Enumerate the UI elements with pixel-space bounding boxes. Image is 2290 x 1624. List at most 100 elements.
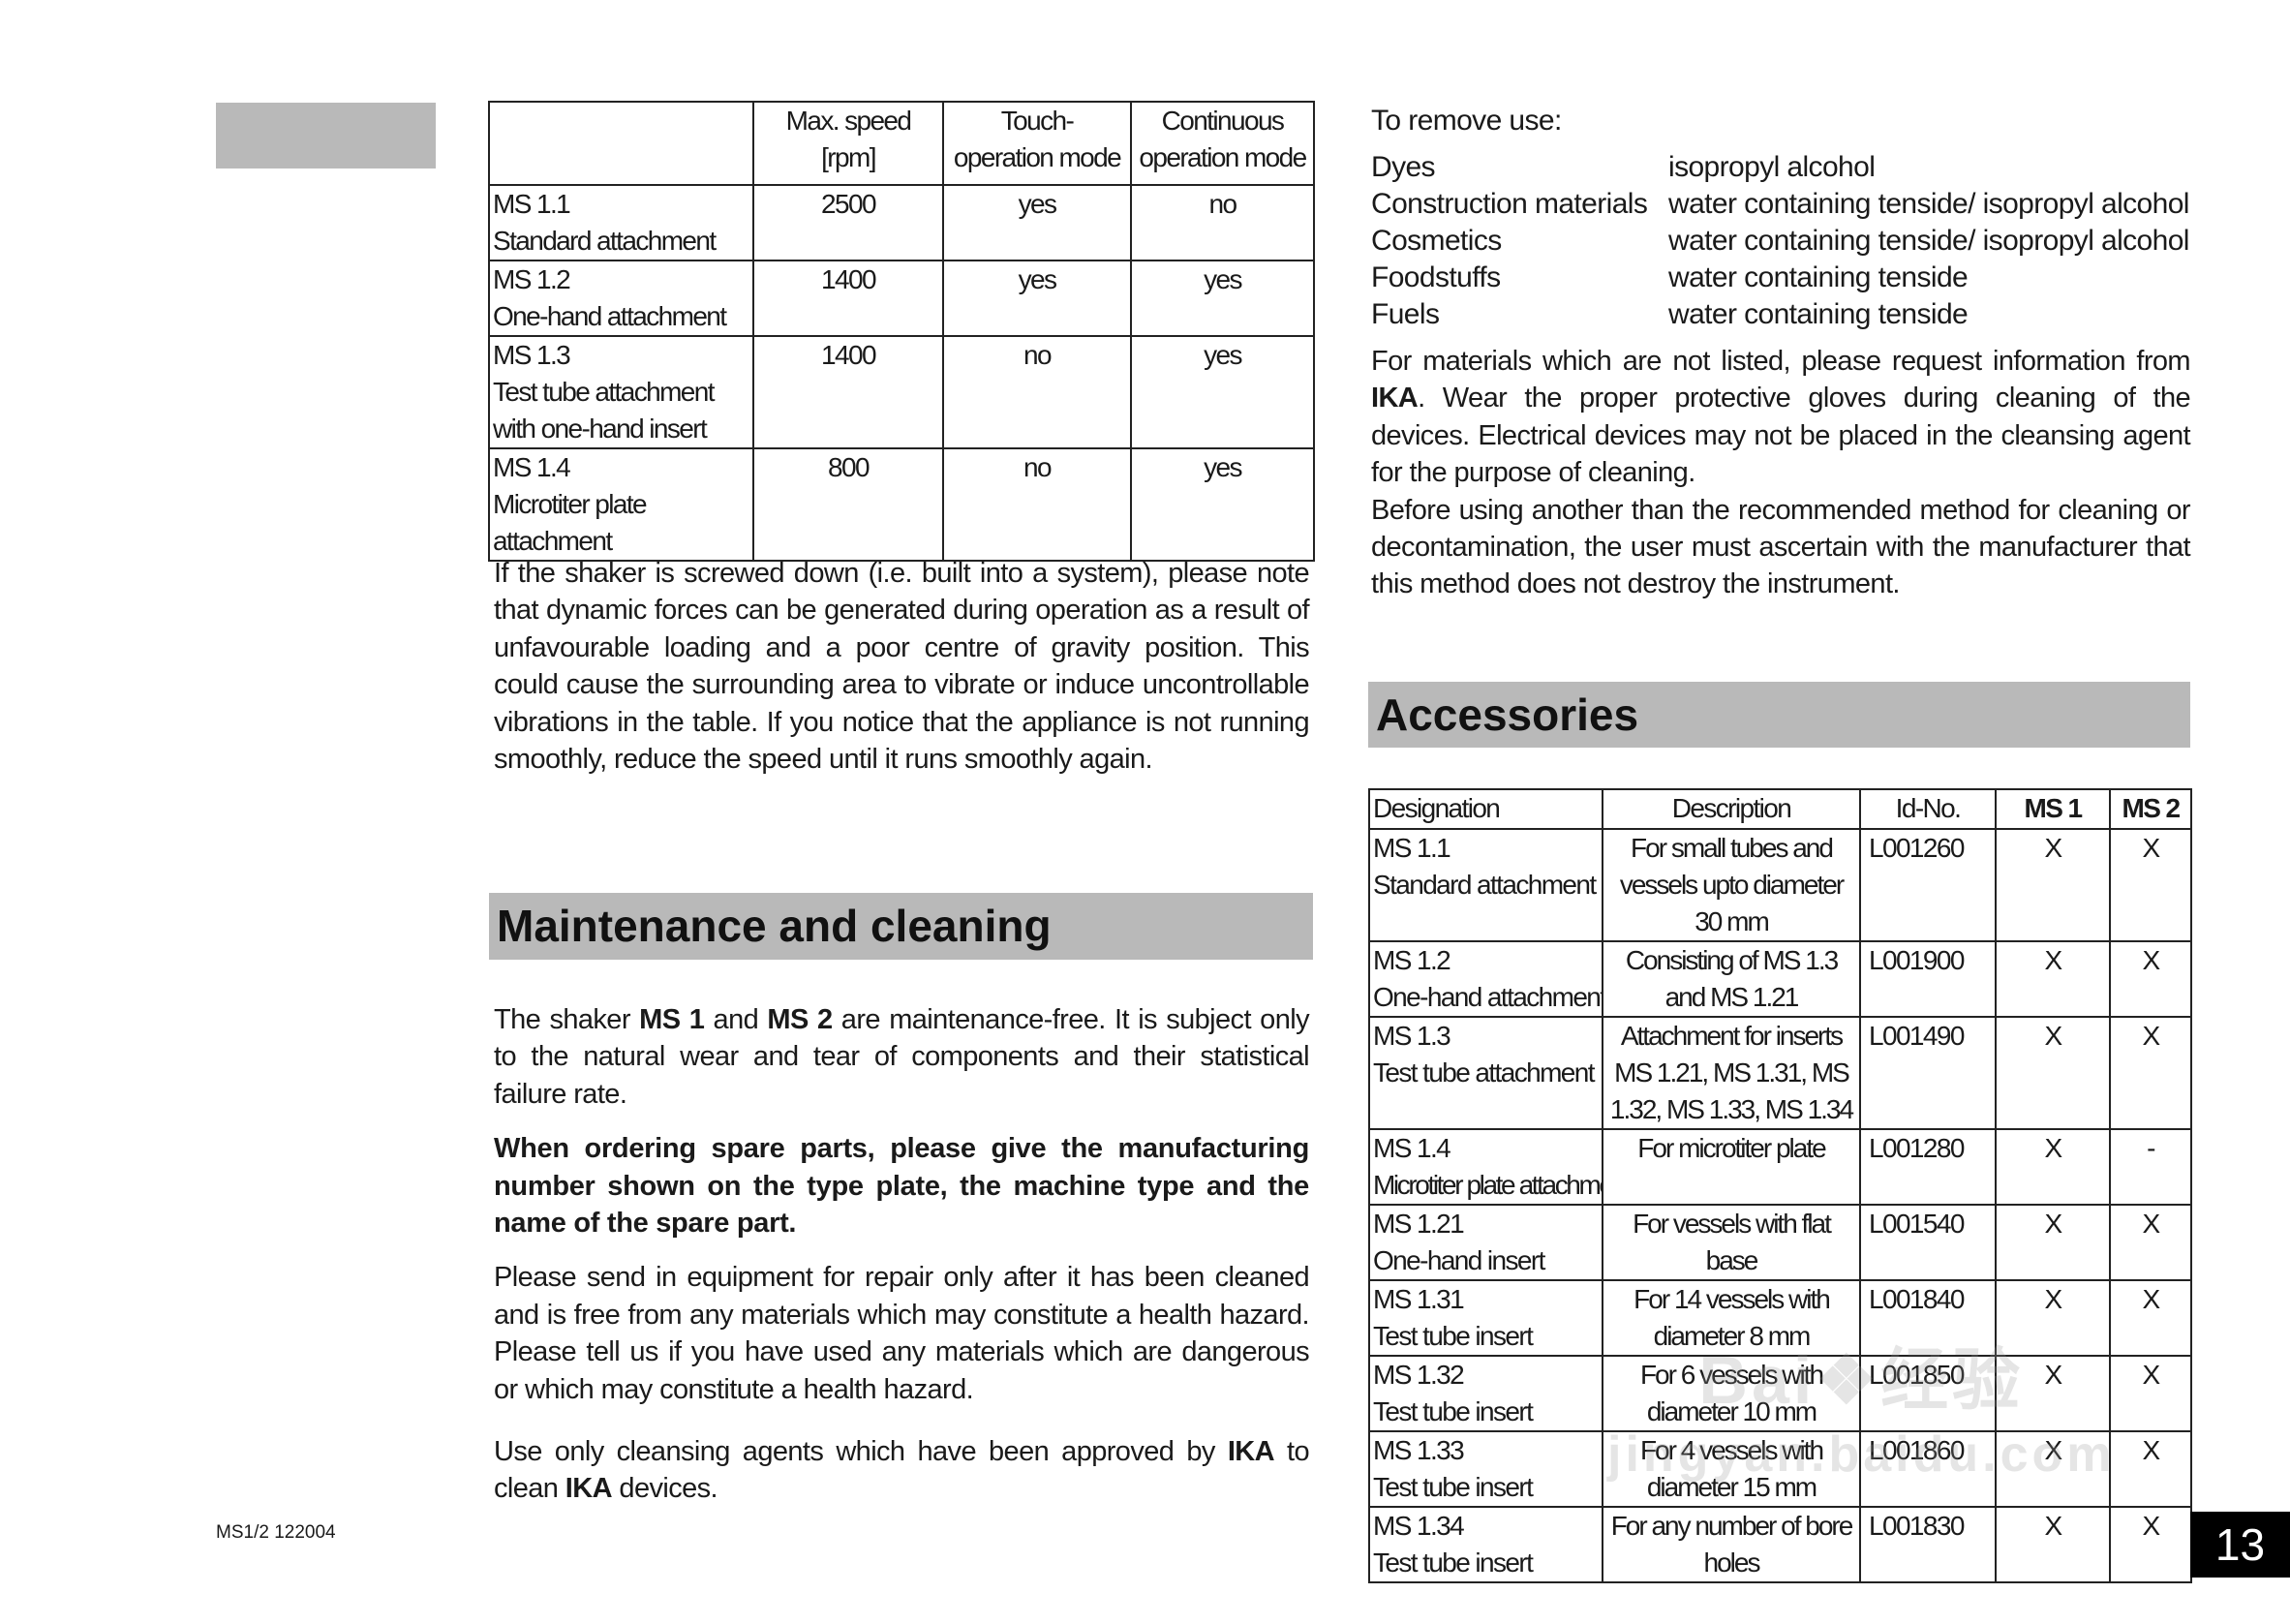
other-method-paragraph: Before using another than the recommende… [1371, 494, 2191, 600]
accessory-name: Test tube insert [1373, 1547, 1534, 1578]
spec-table: Max. speed [rpm] Touch- operation mode Con… [488, 101, 1315, 562]
designation: MS 1.2 [493, 264, 571, 294]
accessories-header-cell: Id-No. [1859, 788, 1997, 830]
cleaning-agent: water containing tenside [1668, 298, 1969, 330]
accessory-id-cell: L001830 [1859, 1506, 1997, 1583]
spec-touch-cell: yes [942, 184, 1132, 261]
margin-marker [216, 103, 436, 169]
spec-continuous-cell: no [1130, 184, 1315, 261]
cleaning-agent: water containing tenside [1668, 261, 1969, 293]
spec-speed-cell: 2500 [752, 184, 944, 261]
cleansing-agents-paragraph: Use only cleansing agents which have bee… [494, 1436, 1310, 1505]
spec-continuous-cell: yes [1130, 447, 1315, 562]
cleaning-item: Construction materials water containing t… [1371, 186, 2190, 223]
page-number: 13 [2190, 1512, 2290, 1578]
accessory-row: MS 1.1 Standard attachment For small tubes… [1368, 828, 2192, 942]
accessory-desc-cell: Consisting of MS 1.3 and MS 1.21 [1602, 940, 1861, 1018]
spec-row: MS 1.3 Test tube attachment with one-hand… [488, 335, 1315, 449]
accessory-row: MS 1.32 Test tube insert For 6 vessels wit… [1368, 1355, 2192, 1432]
designation: MS 1.4 [1373, 1133, 1451, 1163]
accessory-name: Standard attachment [1373, 870, 1597, 900]
accessory-desc-cell: Attachment for inserts MS 1.21, MS 1.31,… [1602, 1016, 1861, 1130]
spec-designation-cell: MS 1.2 One-hand attachment [488, 260, 754, 337]
accessory-ms2-cell: X [2109, 940, 2192, 1018]
designation: MS 1.4 [493, 452, 571, 482]
accessory-designation-cell: MS 1.31 Test tube insert [1368, 1279, 1603, 1357]
accessory-ms2-cell: X [2109, 1506, 2192, 1583]
accessory-id-cell: L001260 [1859, 828, 1997, 942]
designation: MS 1.1 [1373, 833, 1451, 863]
cleaning-agent: water containing tenside/ isopropyl alco… [1668, 225, 2189, 257]
accessory-desc-cell: For 6 vessels with diameter 10 mm [1602, 1355, 1861, 1432]
accessory-name: One-hand attachment [1373, 982, 1603, 1012]
accessory-row: MS 1.31 Test tube insert For 14 vessels wi… [1368, 1279, 2192, 1357]
accessory-desc-cell: For microtiter plate [1602, 1128, 1861, 1206]
accessory-row: MS 1.34 Test tube insert For any number of… [1368, 1506, 2192, 1583]
accessory-name: Test tube insert [1373, 1321, 1534, 1351]
accessories-header-cell: MS 2 [2109, 788, 2192, 830]
accessory-designation-cell: MS 1.2 One-hand attachment [1368, 940, 1603, 1018]
accessory-ms1-cell: X [1995, 1355, 2111, 1432]
designation: MS 1.33 [1373, 1435, 1465, 1465]
spec-speed-cell: 800 [752, 447, 944, 562]
accessory-desc-cell: For vessels with flat base [1602, 1204, 1861, 1281]
spec-row: MS 1.1 Standard attachment 2500 yes no [488, 184, 1315, 261]
accessory-designation-cell: MS 1.34 Test tube insert [1368, 1506, 1603, 1583]
cleaning-agent: water containing tenside/ isopropyl alco… [1668, 188, 2189, 220]
accessory-ms1-cell: X [1995, 1016, 2111, 1130]
cleaning-note: For materials which are not listed, plea… [1371, 343, 2191, 603]
designation: MS 1.21 [1373, 1209, 1465, 1239]
cleaning-agent: isopropyl alcohol [1668, 151, 1876, 183]
spec-header-cell: Continuous operation mode [1130, 101, 1315, 186]
accessory-ms2-cell: X [2109, 1204, 2192, 1281]
maintenance-heading: Maintenance and cleaning [489, 893, 1313, 960]
spec-speed-cell: 1400 [752, 260, 944, 337]
footer-code: MS1/2 122004 [216, 1522, 336, 1543]
accessory-id-cell: L001860 [1859, 1430, 1997, 1508]
attachment-name: Microtiter plate attachment [493, 489, 648, 556]
accessory-id-cell: L001540 [1859, 1204, 1997, 1281]
repair-paragraph: Please send in equipment for repair only… [494, 1262, 1310, 1405]
spec-header-cell: Touch- operation mode [942, 101, 1132, 186]
spec-designation-cell: MS 1.4 Microtiter plate attachment [488, 447, 754, 562]
accessory-desc-cell: For any number of bore holes [1602, 1506, 1861, 1583]
designation: MS 1.31 [1373, 1284, 1465, 1314]
accessory-id-cell: L001840 [1859, 1279, 1997, 1357]
accessory-designation-cell: MS 1.32 Test tube insert [1368, 1355, 1603, 1432]
accessory-row: MS 1.21 One-hand insert For vessels with f… [1368, 1204, 2192, 1281]
spec-row: MS 1.2 One-hand attachment 1400 yes yes [488, 260, 1315, 337]
maintenance-free-paragraph: The shaker MS 1 and MS 2 are maintenance… [494, 1004, 1310, 1110]
accessory-name: Test tube attachment [1373, 1057, 1596, 1088]
cleaning-item: Foodstuffs water containing tenside [1371, 260, 2190, 296]
spec-continuous-cell: yes [1130, 335, 1315, 449]
unlisted-materials-paragraph: For materials which are not listed, plea… [1371, 346, 2191, 489]
accessory-ms1-cell: X [1995, 1506, 2111, 1583]
spec-touch-cell: no [942, 447, 1132, 562]
accessories-table: Designation Description Id-No. MS 1 MS 2 MS 1… [1368, 788, 2192, 1583]
spec-header-row: Max. speed [rpm] Touch- operation mode Con… [488, 101, 1315, 186]
cleaning-item: Fuels water containing tenside [1371, 296, 2190, 333]
spec-row: MS 1.4 Microtiter plate attachment 800 no ye… [488, 447, 1315, 562]
spec-header-cell: Max. speed [rpm] [752, 101, 944, 186]
accessory-id-cell: L001490 [1859, 1016, 1997, 1130]
accessory-ms1-cell: X [1995, 940, 2111, 1018]
accessory-designation-cell: MS 1.4 Microtiter plate attachment [1368, 1128, 1603, 1206]
material: Foodstuffs [1371, 261, 1501, 293]
maintenance-text: The shaker MS 1 and MS 2 are maintenance… [494, 1001, 1310, 1508]
accessory-desc-cell: For 4 vessels with diameter 15 mm [1602, 1430, 1861, 1508]
cleaning-list: To remove use: Dyes isopropyl alcohol Cons… [1371, 103, 2191, 603]
accessory-designation-cell: MS 1.21 One-hand insert [1368, 1204, 1603, 1281]
attachment-name: Standard attachment [493, 226, 717, 256]
designation: MS 1.3 [493, 340, 571, 370]
spec-continuous-cell: yes [1130, 260, 1315, 337]
spec-touch-cell: yes [942, 260, 1132, 337]
designation: MS 1.3 [1373, 1021, 1451, 1051]
accessory-id-cell: L001280 [1859, 1128, 1997, 1206]
accessory-ms2-cell: - [2109, 1128, 2192, 1206]
cleaning-intro: To remove use: [1371, 105, 1562, 137]
accessory-designation-cell: MS 1.1 Standard attachment [1368, 828, 1603, 942]
cleaning-item: Cosmetics water containing tenside/ isopr… [1371, 223, 2190, 260]
accessories-heading: Accessories [1368, 682, 2190, 748]
designation: MS 1.34 [1373, 1511, 1465, 1541]
